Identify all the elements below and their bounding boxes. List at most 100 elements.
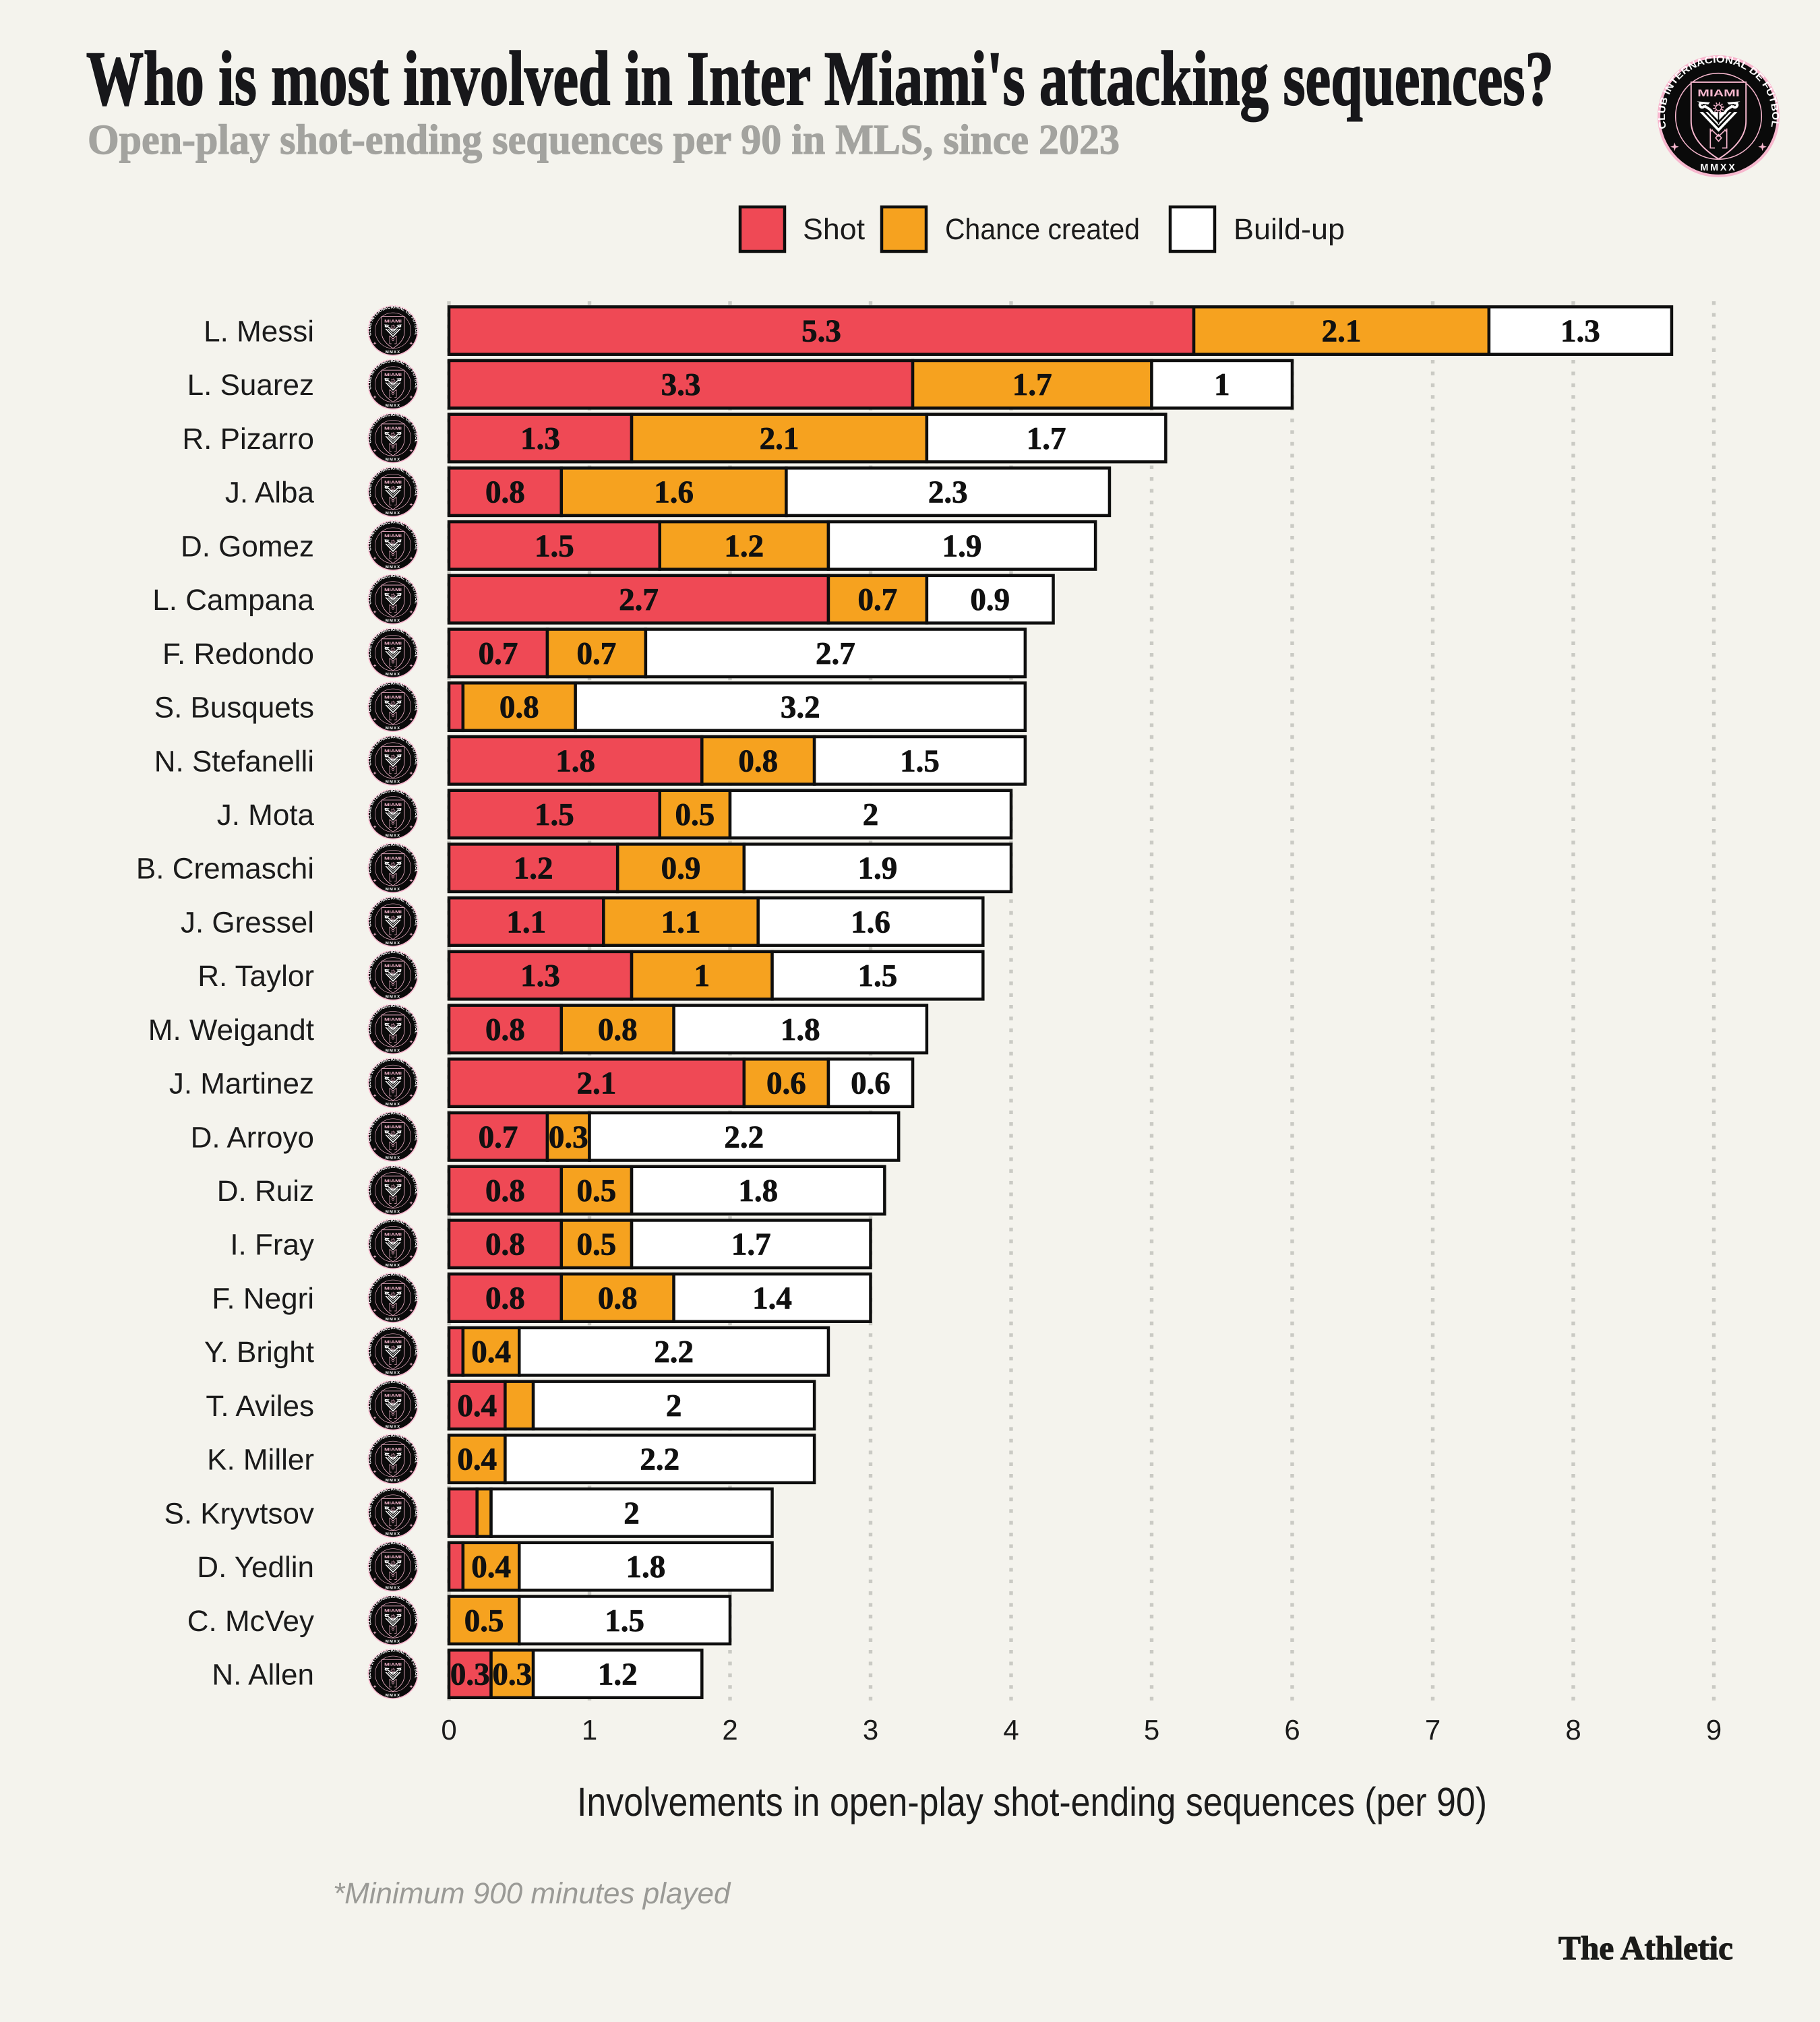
svg-text:1.6: 1.6 xyxy=(851,905,890,940)
svg-text:C. McVey: C. McVey xyxy=(187,1605,314,1638)
svg-text:J. Martinez: J. Martinez xyxy=(169,1068,314,1101)
svg-text:F. Negri: F. Negri xyxy=(212,1283,314,1316)
svg-text:1.3: 1.3 xyxy=(520,421,560,456)
svg-text:0.5: 0.5 xyxy=(464,1603,504,1638)
svg-text:0.3: 0.3 xyxy=(450,1657,490,1692)
svg-text:D. Yedlin: D. Yedlin xyxy=(197,1551,314,1584)
svg-text:1.2: 1.2 xyxy=(724,528,764,563)
svg-text:0: 0 xyxy=(441,1714,456,1746)
svg-text:D. Arroyo: D. Arroyo xyxy=(191,1121,314,1154)
svg-text:1.3: 1.3 xyxy=(1560,314,1600,349)
svg-text:1.5: 1.5 xyxy=(900,743,940,778)
svg-text:1.9: 1.9 xyxy=(858,851,898,886)
svg-text:Chance created: Chance created xyxy=(945,213,1140,246)
svg-text:L. Suarez: L. Suarez xyxy=(187,369,314,402)
svg-text:N. Allen: N. Allen xyxy=(212,1659,314,1692)
svg-text:0.8: 0.8 xyxy=(485,475,525,510)
svg-text:D. Ruiz: D. Ruiz xyxy=(217,1175,314,1208)
svg-text:Involvements in open-play shot: Involvements in open-play shot-ending se… xyxy=(577,1779,1487,1825)
svg-text:1.7: 1.7 xyxy=(1027,421,1066,456)
svg-text:S. Kryvtsov: S. Kryvtsov xyxy=(164,1497,315,1530)
svg-text:L. Messi: L. Messi xyxy=(204,315,314,348)
svg-text:0.8: 0.8 xyxy=(499,690,539,725)
svg-text:2.7: 2.7 xyxy=(619,582,659,617)
svg-text:5: 5 xyxy=(1144,1714,1159,1746)
svg-text:0.8: 0.8 xyxy=(485,1227,525,1262)
svg-text:1.1: 1.1 xyxy=(661,905,701,940)
svg-text:1.7: 1.7 xyxy=(731,1227,771,1262)
svg-text:1.6: 1.6 xyxy=(654,475,694,510)
svg-text:2: 2 xyxy=(863,797,879,832)
svg-text:J. Alba: J. Alba xyxy=(225,477,315,510)
svg-text:1.2: 1.2 xyxy=(598,1657,638,1692)
svg-text:2.2: 2.2 xyxy=(640,1442,679,1477)
svg-text:9: 9 xyxy=(1706,1714,1722,1746)
svg-text:0.8: 0.8 xyxy=(485,1173,525,1208)
svg-text:F. Redondo: F. Redondo xyxy=(162,638,314,671)
svg-text:8: 8 xyxy=(1565,1714,1581,1746)
svg-text:D. Gomez: D. Gomez xyxy=(181,530,314,563)
svg-text:2: 2 xyxy=(722,1714,737,1746)
svg-text:2: 2 xyxy=(624,1496,640,1531)
svg-text:0.8: 0.8 xyxy=(738,743,778,778)
svg-text:2.1: 2.1 xyxy=(577,1066,617,1101)
svg-text:The Athletic: The Athletic xyxy=(1558,1929,1733,1967)
svg-text:0.5: 0.5 xyxy=(675,797,715,832)
svg-text:Shot: Shot xyxy=(803,213,865,246)
svg-text:1.7: 1.7 xyxy=(1012,367,1052,402)
svg-text:1: 1 xyxy=(694,958,710,993)
svg-text:2.1: 2.1 xyxy=(1322,314,1362,349)
svg-text:0.6: 0.6 xyxy=(851,1066,890,1101)
svg-text:2.3: 2.3 xyxy=(928,475,968,510)
svg-text:J. Mota: J. Mota xyxy=(217,799,315,832)
svg-text:R. Taylor: R. Taylor xyxy=(198,960,314,993)
svg-text:0.7: 0.7 xyxy=(858,582,898,617)
svg-text:5.3: 5.3 xyxy=(801,314,841,349)
svg-text:0.4: 0.4 xyxy=(457,1388,497,1423)
svg-text:1.8: 1.8 xyxy=(781,1012,820,1047)
svg-text:2.2: 2.2 xyxy=(654,1335,694,1370)
svg-text:N. Stefanelli: N. Stefanelli xyxy=(154,745,314,778)
svg-text:1.8: 1.8 xyxy=(738,1173,778,1208)
svg-text:1.8: 1.8 xyxy=(555,743,595,778)
svg-text:1.4: 1.4 xyxy=(752,1281,792,1316)
svg-text:0.6: 0.6 xyxy=(766,1066,806,1101)
svg-text:L. Campana: L. Campana xyxy=(152,584,314,617)
svg-text:B. Cremaschi: B. Cremaschi xyxy=(136,853,314,886)
svg-text:2: 2 xyxy=(666,1388,682,1423)
svg-text:0.5: 0.5 xyxy=(577,1173,617,1208)
svg-text:1.2: 1.2 xyxy=(514,851,553,886)
svg-text:R. Pizarro: R. Pizarro xyxy=(182,423,314,456)
svg-text:2.2: 2.2 xyxy=(724,1120,764,1155)
svg-text:1.3: 1.3 xyxy=(520,958,560,993)
svg-text:0.7: 0.7 xyxy=(479,1120,518,1155)
svg-text:0.4: 0.4 xyxy=(457,1442,497,1477)
svg-text:0.8: 0.8 xyxy=(485,1012,525,1047)
svg-text:J. Gressel: J. Gressel xyxy=(181,906,314,939)
svg-text:M. Weigandt: M. Weigandt xyxy=(148,1014,314,1047)
svg-text:0.8: 0.8 xyxy=(598,1012,638,1047)
svg-text:4: 4 xyxy=(1003,1714,1019,1746)
svg-text:I. Fray: I. Fray xyxy=(230,1229,314,1262)
svg-text:1.1: 1.1 xyxy=(506,905,546,940)
svg-text:1: 1 xyxy=(1214,367,1230,402)
svg-text:Open-play shot-ending sequence: Open-play shot-ending sequences per 90 i… xyxy=(88,116,1120,163)
svg-text:3.2: 3.2 xyxy=(781,690,820,725)
svg-text:Who is most involved in Inter: Who is most involved in Inter Miami's at… xyxy=(86,36,1554,122)
svg-text:1: 1 xyxy=(582,1714,597,1746)
svg-text:0.4: 0.4 xyxy=(471,1550,511,1585)
svg-text:2.7: 2.7 xyxy=(816,636,855,671)
svg-text:0.9: 0.9 xyxy=(970,582,1010,617)
svg-text:0.8: 0.8 xyxy=(485,1281,525,1316)
svg-text:0.3: 0.3 xyxy=(549,1120,588,1155)
svg-text:0.4: 0.4 xyxy=(471,1335,511,1370)
svg-text:1.5: 1.5 xyxy=(605,1603,644,1638)
svg-text:1.8: 1.8 xyxy=(626,1550,666,1585)
svg-text:6: 6 xyxy=(1284,1714,1300,1746)
svg-text:3.3: 3.3 xyxy=(661,367,701,402)
svg-text:Y. Bright: Y. Bright xyxy=(204,1336,314,1369)
svg-text:*Minimum 900 minutes played: *Minimum 900 minutes played xyxy=(333,1877,731,1910)
svg-text:0.7: 0.7 xyxy=(577,636,617,671)
svg-text:Build-up: Build-up xyxy=(1234,213,1345,246)
svg-text:0.7: 0.7 xyxy=(479,636,518,671)
